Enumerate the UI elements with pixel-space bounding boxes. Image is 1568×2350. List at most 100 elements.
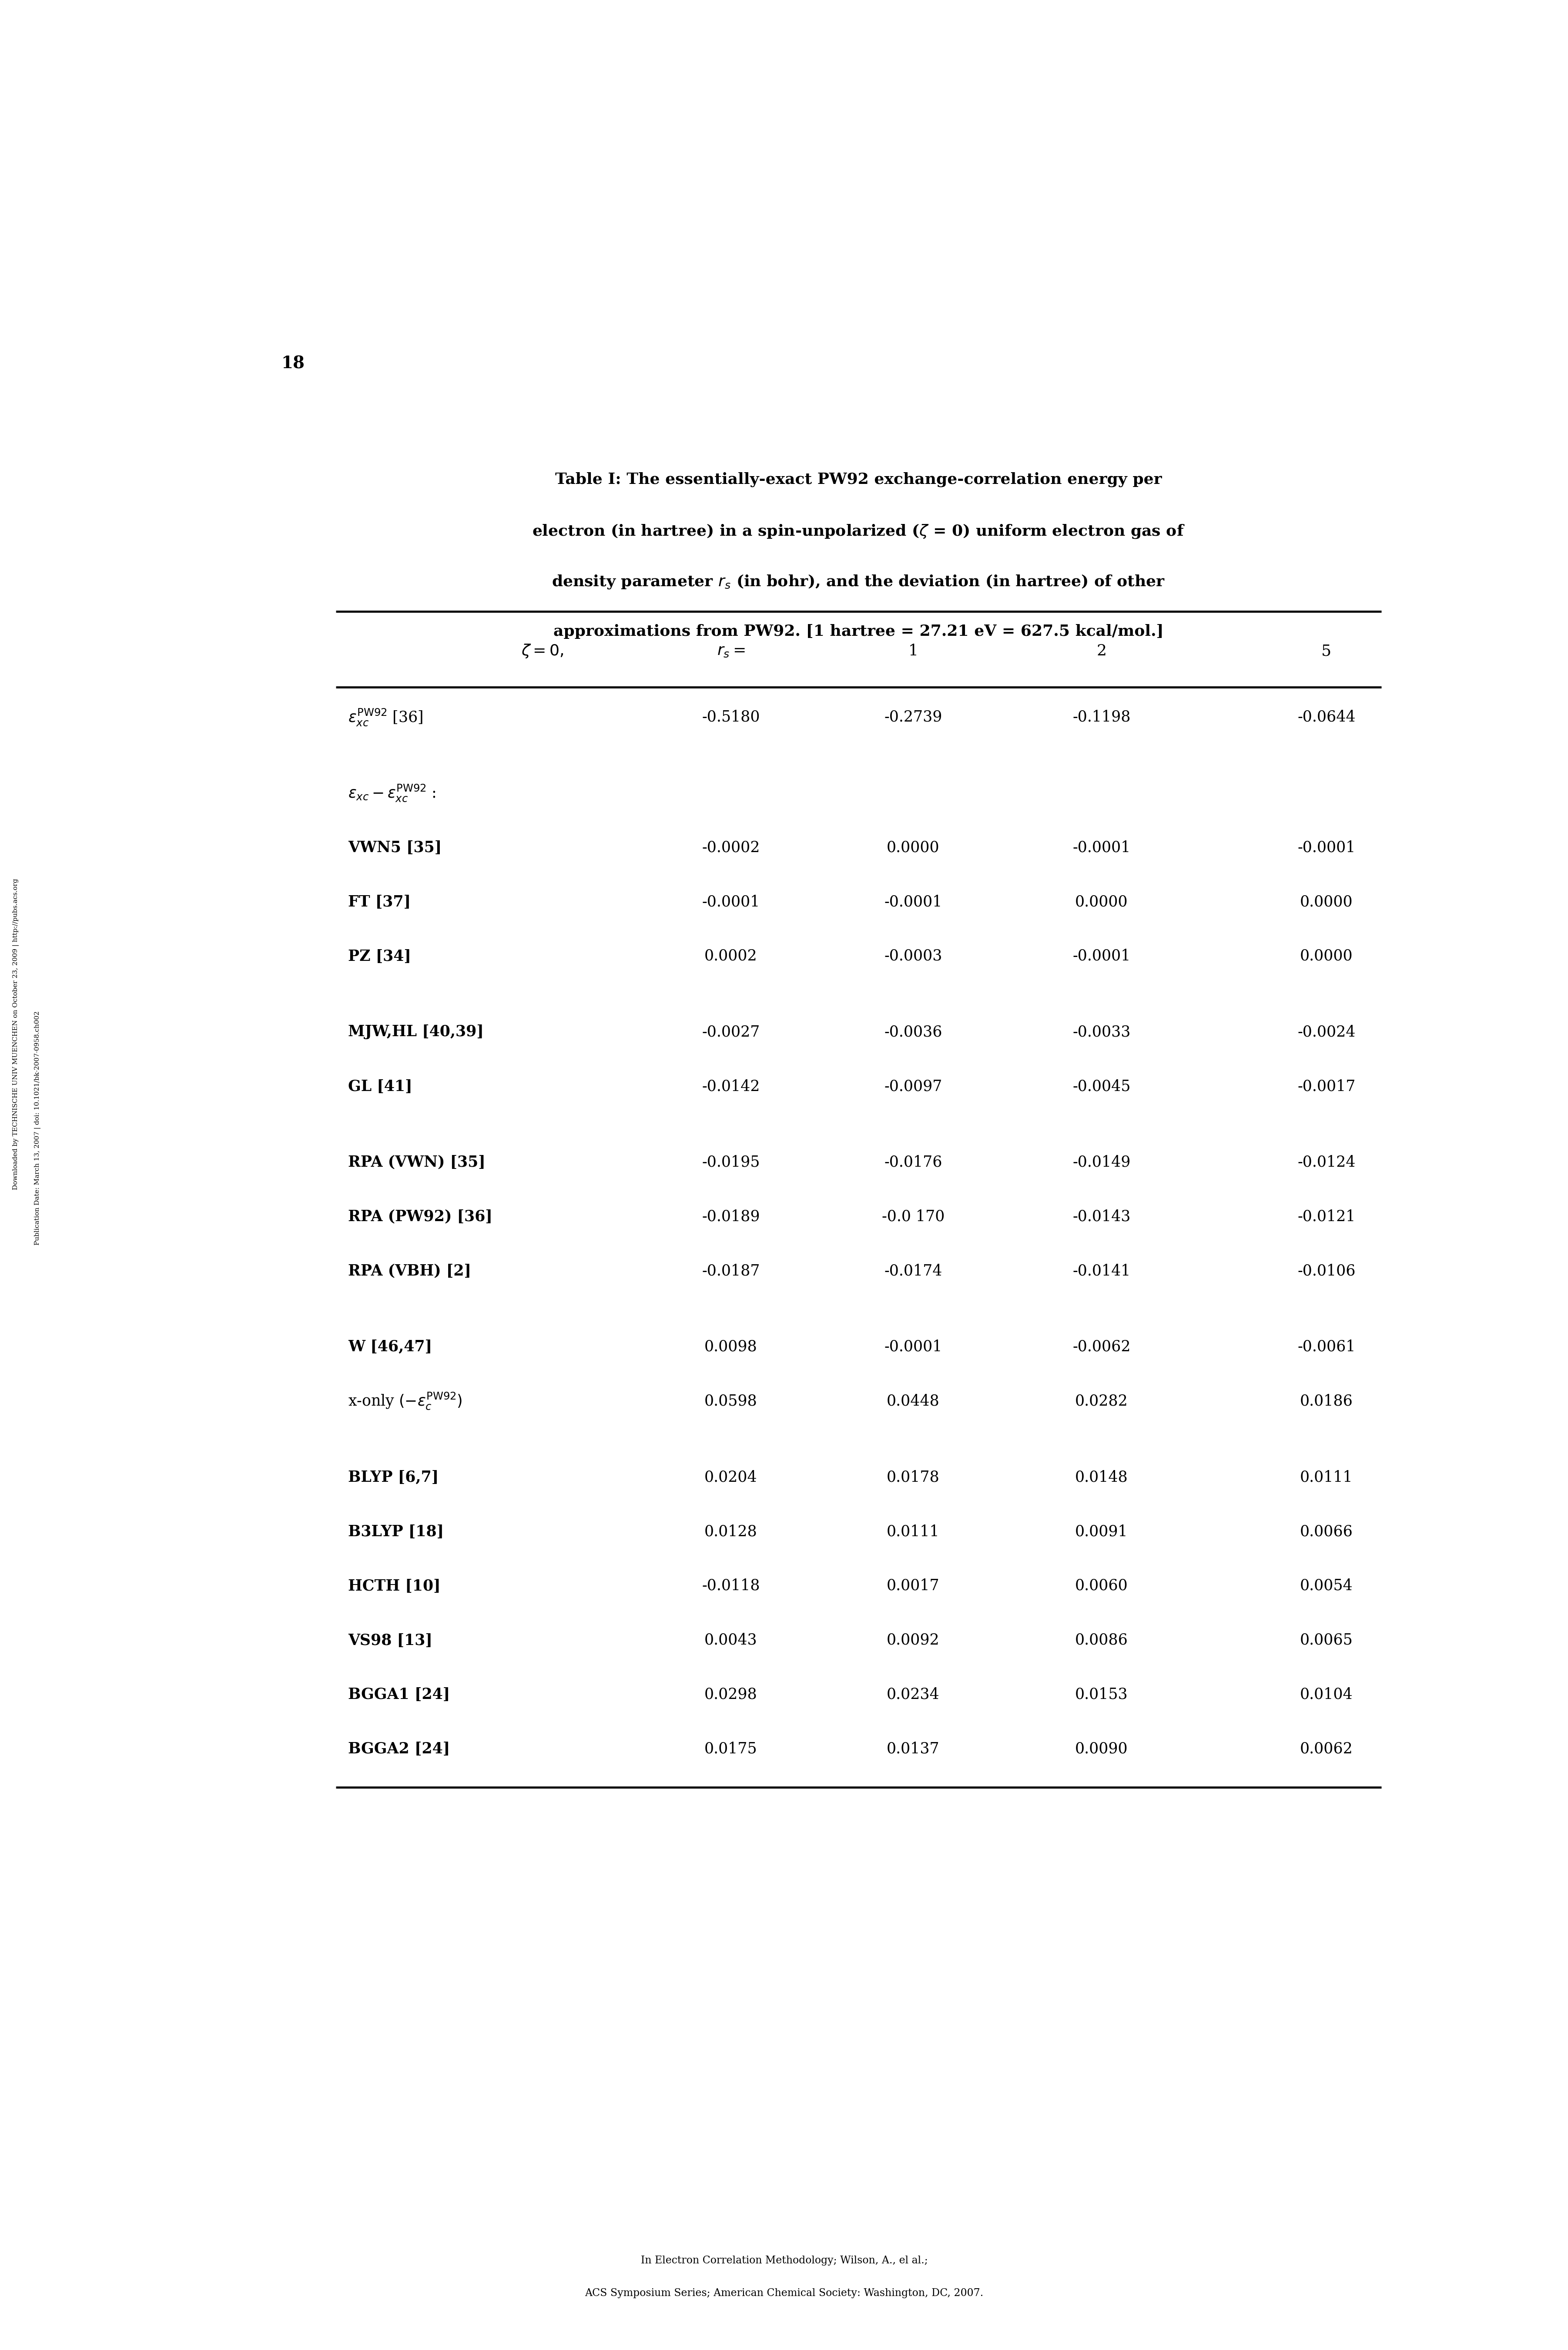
Text: -0.1198: -0.1198 [1073,710,1131,724]
Text: -0.0017: -0.0017 [1297,1079,1355,1093]
Text: $r_s =$: $r_s =$ [717,644,745,658]
Text: -0.0106: -0.0106 [1297,1264,1355,1278]
Text: RPA (VWN) [35]: RPA (VWN) [35] [348,1154,485,1170]
Text: 0.0128: 0.0128 [704,1525,757,1539]
Text: 0.0111: 0.0111 [1300,1469,1353,1485]
Text: -0.0045: -0.0045 [1073,1079,1131,1093]
Text: -0.0001: -0.0001 [1297,839,1355,855]
Text: 0.0148: 0.0148 [1074,1469,1127,1485]
Text: -0.0118: -0.0118 [701,1579,760,1593]
Text: x-only $(-\varepsilon_c^{\mathrm{PW92}})$: x-only $(-\varepsilon_c^{\mathrm{PW92}})… [348,1391,463,1410]
Text: ACS Symposium Series; American Chemical Society: Washington, DC, 2007.: ACS Symposium Series; American Chemical … [585,2289,983,2298]
Text: 0.0000: 0.0000 [1300,895,1353,909]
Text: 0.0000: 0.0000 [886,839,939,855]
Text: FT [37]: FT [37] [348,895,411,909]
Text: PZ [34]: PZ [34] [348,949,411,964]
Text: 0.0098: 0.0098 [704,1339,757,1354]
Text: -0.0062: -0.0062 [1073,1339,1131,1354]
Text: approximations from PW92. [1 hartree = 27.21 eV = 627.5 kcal/mol.]: approximations from PW92. [1 hartree = 2… [554,625,1163,639]
Text: 0.0000: 0.0000 [1300,949,1353,964]
Text: electron (in hartree) in a spin-unpolarized ($\zeta$ = 0) uniform electron gas o: electron (in hartree) in a spin-unpolari… [532,522,1184,540]
Text: -0.0001: -0.0001 [1073,949,1131,964]
Text: Downloaded by TECHNISCHE UNIV MUENCHEN on October 23, 2009 | http://pubs.acs.org: Downloaded by TECHNISCHE UNIV MUENCHEN o… [13,879,19,1189]
Text: 0.0153: 0.0153 [1076,1687,1127,1701]
Text: -0.0036: -0.0036 [884,1025,942,1039]
Text: density parameter $r_s$ (in bohr), and the deviation (in hartree) of other: density parameter $r_s$ (in bohr), and t… [552,573,1165,590]
Text: -0.0001: -0.0001 [1073,839,1131,855]
Text: 0.0448: 0.0448 [886,1394,939,1408]
Text: -0.0141: -0.0141 [1073,1264,1131,1278]
Text: -0.5180: -0.5180 [701,710,760,724]
Text: $\varepsilon_{xc} - \varepsilon_{xc}^{\mathrm{PW92}}$ :: $\varepsilon_{xc} - \varepsilon_{xc}^{\m… [348,783,436,804]
Text: 0.0002: 0.0002 [704,949,757,964]
Text: VS98 [13]: VS98 [13] [348,1633,433,1647]
Text: 0.0175: 0.0175 [704,1741,757,1755]
Text: 0.0092: 0.0092 [886,1633,939,1647]
Text: 0.0111: 0.0111 [886,1525,939,1539]
Text: 0.0090: 0.0090 [1076,1741,1127,1755]
Text: 0.0062: 0.0062 [1300,1741,1353,1755]
Text: 0.0186: 0.0186 [1300,1394,1353,1408]
Text: W [46,47]: W [46,47] [348,1339,431,1354]
Text: In Electron Correlation Methodology; Wilson, A., el al.;: In Electron Correlation Methodology; Wil… [640,2256,928,2265]
Text: GL [41]: GL [41] [348,1079,412,1093]
Text: 0.0086: 0.0086 [1074,1633,1127,1647]
Text: 0.0104: 0.0104 [1300,1687,1353,1701]
Text: 0.0054: 0.0054 [1300,1579,1353,1593]
Text: -0.0124: -0.0124 [1297,1154,1355,1170]
Text: 0.0043: 0.0043 [704,1633,757,1647]
Text: -0.0097: -0.0097 [884,1079,942,1093]
Text: -0.0174: -0.0174 [884,1264,942,1278]
Text: -0.0644: -0.0644 [1297,710,1355,724]
Text: 0.0178: 0.0178 [886,1469,939,1485]
Text: -0.0121: -0.0121 [1297,1210,1355,1224]
Text: -0.0195: -0.0195 [702,1154,759,1170]
Text: 0.0091: 0.0091 [1076,1525,1127,1539]
Text: $\varepsilon_{xc}^{\mathrm{PW92}}$ [36]: $\varepsilon_{xc}^{\mathrm{PW92}}$ [36] [348,707,423,726]
Text: -0.0027: -0.0027 [702,1025,759,1039]
Text: 0.0060: 0.0060 [1074,1579,1127,1593]
Text: 0.0065: 0.0065 [1300,1633,1353,1647]
Text: B3LYP [18]: B3LYP [18] [348,1525,444,1539]
Text: -0.0001: -0.0001 [702,895,759,909]
Text: 0.0204: 0.0204 [704,1469,757,1485]
Text: -0.0 170: -0.0 170 [881,1210,944,1224]
Text: 0.0298: 0.0298 [704,1687,757,1701]
Text: -0.0003: -0.0003 [884,949,942,964]
Text: 0.0066: 0.0066 [1300,1525,1353,1539]
Text: -0.0002: -0.0002 [702,839,759,855]
Text: -0.0033: -0.0033 [1073,1025,1131,1039]
Text: 18: 18 [281,355,304,371]
Text: $\zeta = 0,$: $\zeta = 0,$ [521,644,563,660]
Text: 0.0598: 0.0598 [704,1394,757,1408]
Text: 1: 1 [908,644,917,658]
Text: HCTH [10]: HCTH [10] [348,1579,441,1593]
Text: -0.0189: -0.0189 [701,1210,760,1224]
Text: -0.0187: -0.0187 [701,1264,760,1278]
Text: -0.0176: -0.0176 [884,1154,942,1170]
Text: -0.0143: -0.0143 [1073,1210,1131,1224]
Text: 0.0234: 0.0234 [886,1687,939,1701]
Text: -0.0024: -0.0024 [1297,1025,1355,1039]
Text: RPA (VBH) [2]: RPA (VBH) [2] [348,1264,470,1278]
Text: RPA (PW92) [36]: RPA (PW92) [36] [348,1210,492,1224]
Text: 5: 5 [1322,644,1331,658]
Text: -0.0142: -0.0142 [702,1079,759,1093]
Text: BLYP [6,7]: BLYP [6,7] [348,1469,439,1485]
Text: -0.0149: -0.0149 [1073,1154,1131,1170]
Text: 0.0282: 0.0282 [1074,1394,1127,1408]
Text: 2: 2 [1096,644,1107,658]
Text: 0.0000: 0.0000 [1076,895,1127,909]
Text: Table I: The essentially-exact PW92 exchange-correlation energy per: Table I: The essentially-exact PW92 exch… [555,472,1162,486]
Text: MJW,HL [40,39]: MJW,HL [40,39] [348,1025,483,1039]
Text: BGGA1 [24]: BGGA1 [24] [348,1687,450,1701]
Text: -0.0001: -0.0001 [884,1339,942,1354]
Text: Publication Date: March 13, 2007 | doi: 10.1021/bk-2007-0958.ch002: Publication Date: March 13, 2007 | doi: … [34,1010,41,1246]
Text: VWN5 [35]: VWN5 [35] [348,839,442,855]
Text: 0.0017: 0.0017 [886,1579,939,1593]
Text: BGGA2 [24]: BGGA2 [24] [348,1741,450,1755]
Text: -0.2739: -0.2739 [884,710,942,724]
Text: -0.0061: -0.0061 [1297,1339,1355,1354]
Text: -0.0001: -0.0001 [884,895,942,909]
Text: 0.0137: 0.0137 [886,1741,939,1755]
